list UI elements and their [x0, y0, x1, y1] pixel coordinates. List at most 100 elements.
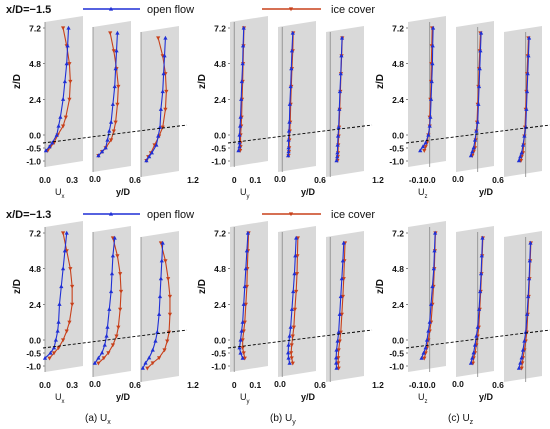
ice-cover-point [60, 124, 66, 129]
ice-cover-point [51, 351, 57, 356]
open-flow-point [47, 144, 52, 149]
depth-tick-label: 0.6 [492, 380, 504, 390]
depth-tick-label: 0.0 [274, 379, 286, 389]
ice-cover-point [106, 351, 111, 356]
open-flow-point [113, 66, 118, 71]
open-flow-point [64, 61, 69, 66]
ice-cover-point [242, 356, 247, 361]
open-flow-point [105, 137, 110, 142]
ice-cover-point [150, 361, 155, 366]
open-flow-point [423, 345, 428, 350]
z-tick-label: -1.0 [389, 362, 404, 372]
depth-tick-label: 1.2 [187, 380, 199, 390]
open-flow-point [109, 271, 115, 276]
open-flow-point [292, 271, 297, 276]
ice-cover-point [145, 366, 150, 371]
profile-panel [326, 26, 364, 177]
z-tick-label: -1.0 [26, 362, 41, 372]
ice-cover-point [118, 289, 124, 294]
ice-cover-point [422, 149, 427, 153]
z-tick-label: 2.4 [214, 95, 226, 105]
bed-dashed-line [227, 329, 373, 349]
open-flow-point [114, 48, 119, 53]
z-tick-label: 2.4 [214, 300, 226, 310]
ice-cover-point [519, 366, 524, 371]
open-flow-point [287, 360, 292, 365]
ice-cover-point [160, 125, 165, 130]
profile-panel [456, 21, 494, 172]
open-flow-point [427, 123, 432, 128]
ice-cover-point [101, 356, 106, 361]
legend-marker-open-flow [108, 6, 114, 11]
z-tick-label: 0.0 [214, 336, 226, 346]
velocity-tick-label: -0.1 [409, 175, 424, 185]
open-flow-point [428, 302, 434, 306]
ice-cover-point [67, 62, 72, 66]
ice-cover-point [156, 356, 162, 361]
open-flow-point [519, 355, 524, 360]
ice-cover-point [292, 307, 297, 312]
open-flow-point [339, 35, 345, 40]
velocity-tick-label: 0.1 [249, 175, 261, 185]
open-flow-point [337, 107, 342, 111]
open-flow-point [519, 150, 524, 155]
ice-cover-point [162, 348, 167, 353]
open-flow-point [238, 337, 243, 342]
depth-axis-label: y/D [116, 392, 131, 402]
open-flow-point [150, 347, 155, 352]
depth-tick-label: 0.6 [314, 380, 326, 390]
ice-cover-point [114, 334, 119, 339]
ice-cover-point [110, 343, 116, 348]
open-flow-point [237, 132, 242, 137]
open-flow-point [476, 84, 482, 89]
open-flow-point [238, 114, 243, 119]
open-flow-point [240, 319, 245, 324]
open-flow-point [103, 145, 108, 150]
open-flow-point [158, 276, 164, 281]
velocity-axis-label: Uz [418, 392, 428, 405]
open-flow-point [105, 324, 110, 329]
open-flow-point [156, 312, 162, 316]
open-flow-point [516, 158, 522, 163]
open-flow-point [468, 360, 474, 365]
open-flow-point [112, 84, 117, 89]
open-flow-point [290, 30, 295, 35]
open-flow-point [477, 66, 482, 71]
open-flow-point [468, 153, 474, 158]
depth-tick-label: 0.6 [492, 175, 504, 185]
z-tick-label: 7.2 [214, 24, 226, 34]
legend-label-open-flow: open flow [147, 4, 194, 16]
open-flow-point [341, 240, 346, 245]
open-flow-point [524, 107, 529, 111]
open-flow-point [288, 84, 293, 89]
open-flow-point [104, 333, 109, 338]
open-flow-point [102, 342, 107, 347]
open-flow-point [107, 128, 112, 133]
open-flow-point [518, 360, 523, 365]
profile-panel [141, 26, 179, 177]
open-flow-point [337, 89, 343, 94]
open-flow-point [334, 365, 339, 370]
depth-tick-label: 0.6 [314, 175, 326, 185]
open-flow-point [245, 230, 251, 235]
open-flow-point [239, 328, 244, 333]
open-flow-point [430, 284, 435, 289]
z-tick-label: 4.8 [214, 59, 226, 69]
ice-cover-point [96, 361, 101, 366]
ice-cover-point [47, 356, 52, 361]
open-flow-point [96, 153, 101, 158]
ice-cover-point [165, 339, 170, 344]
open-flow-point [147, 355, 152, 360]
open-flow-point [527, 276, 532, 281]
z-tick-label: 0.0 [214, 131, 226, 141]
z-tick-label: -0.5 [26, 349, 41, 359]
open-flow-point [426, 328, 431, 333]
velocity-axis-label: Ux [55, 392, 65, 405]
legend-marker-ice-cover [288, 212, 294, 217]
open-flow-point [59, 284, 64, 289]
ice-cover-point [289, 343, 294, 348]
open-flow-point [162, 53, 167, 58]
profile-panel [278, 226, 316, 377]
open-flow-point [334, 158, 339, 163]
open-flow-point [431, 25, 436, 30]
